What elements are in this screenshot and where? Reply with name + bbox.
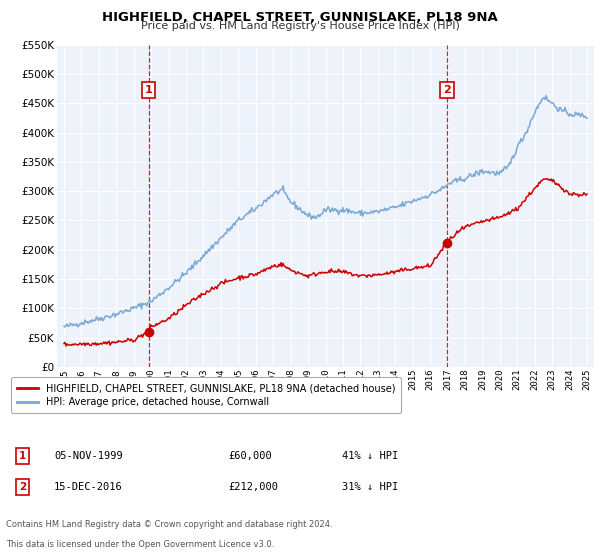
Text: 2: 2 xyxy=(443,85,451,95)
Text: HIGHFIELD, CHAPEL STREET, GUNNISLAKE, PL18 9NA: HIGHFIELD, CHAPEL STREET, GUNNISLAKE, PL… xyxy=(102,11,498,24)
Text: 1: 1 xyxy=(19,451,26,461)
Text: 2: 2 xyxy=(19,482,26,492)
Text: This data is licensed under the Open Government Licence v3.0.: This data is licensed under the Open Gov… xyxy=(6,540,274,549)
Text: 1: 1 xyxy=(145,85,152,95)
Text: 31% ↓ HPI: 31% ↓ HPI xyxy=(342,482,398,492)
Text: 15-DEC-2016: 15-DEC-2016 xyxy=(54,482,123,492)
Text: 05-NOV-1999: 05-NOV-1999 xyxy=(54,451,123,461)
Legend: HIGHFIELD, CHAPEL STREET, GUNNISLAKE, PL18 9NA (detached house), HPI: Average pr: HIGHFIELD, CHAPEL STREET, GUNNISLAKE, PL… xyxy=(11,377,401,413)
Text: Contains HM Land Registry data © Crown copyright and database right 2024.: Contains HM Land Registry data © Crown c… xyxy=(6,520,332,529)
Text: £212,000: £212,000 xyxy=(228,482,278,492)
Text: £60,000: £60,000 xyxy=(228,451,272,461)
Text: 41% ↓ HPI: 41% ↓ HPI xyxy=(342,451,398,461)
Text: Price paid vs. HM Land Registry's House Price Index (HPI): Price paid vs. HM Land Registry's House … xyxy=(140,21,460,31)
